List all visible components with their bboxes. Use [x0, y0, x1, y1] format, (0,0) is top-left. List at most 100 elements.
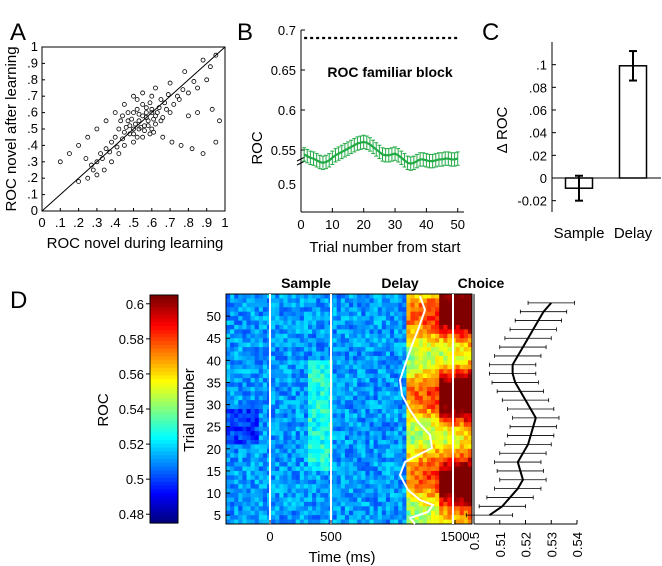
heatmap-cell [349, 404, 354, 410]
heatmap-cell [369, 453, 375, 459]
heatmap-cell [238, 324, 243, 330]
heatmap-cell [316, 378, 321, 383]
heatmap-cell [349, 422, 354, 428]
heatmap-cell [422, 333, 428, 339]
scatter-point [116, 126, 122, 132]
heatmap-cell [455, 457, 461, 463]
heatmap-cell [410, 382, 416, 388]
heatmap-cell [299, 439, 305, 445]
heatmap-cell [385, 426, 391, 432]
heatmap-cell [435, 466, 440, 472]
heatmap-cell [353, 400, 358, 406]
heatmap-cell [385, 382, 391, 388]
heatmap-cell [394, 413, 399, 419]
heatmap-cell [349, 488, 354, 494]
heatmap-cell [422, 386, 428, 392]
heatmap-cell [283, 413, 288, 419]
heatmap-cell [377, 294, 383, 299]
heatmap-cell [381, 400, 387, 406]
heatmap-cell [439, 338, 444, 344]
scatter-point [134, 97, 140, 102]
heatmap-cell [369, 409, 375, 414]
heatmap-cell [303, 369, 309, 375]
heatmap-cell [262, 307, 268, 313]
heatmap-cell [287, 302, 293, 308]
heatmap-cell [459, 470, 465, 476]
heatmap-cell [262, 369, 268, 375]
heatmap-cell [295, 515, 301, 521]
heatmap-cell [406, 470, 411, 476]
heatmap-cell [230, 422, 235, 428]
heatmap-cell [275, 404, 280, 410]
heatmap-cell [287, 448, 293, 454]
heatmap-cell [238, 519, 243, 525]
heatmap-cell [279, 448, 284, 454]
heatmap-cell [418, 355, 424, 361]
heatmap-cell [402, 311, 407, 317]
heatmap-cell [463, 422, 469, 428]
heatmap-cell [385, 515, 391, 521]
heatmap-cell [373, 355, 379, 361]
heatmap-cell [226, 519, 231, 525]
heatmap-cell [303, 422, 309, 428]
heatmap-cell [242, 373, 247, 379]
heatmap-cell [410, 298, 416, 304]
scatter-point [131, 131, 136, 137]
heatmap-cell [349, 453, 354, 459]
heatmap-cell [303, 333, 309, 339]
heatmap-cell [377, 519, 383, 525]
heatmap-cell [303, 395, 309, 401]
heatmap-cell [459, 355, 465, 361]
heatmap-cell [373, 462, 379, 467]
colorbar-segment [150, 416, 178, 421]
heatmap-cell [414, 320, 420, 326]
heatmap-cell [275, 373, 280, 379]
heatmap-cell [271, 347, 276, 352]
heatmap-cell [349, 386, 354, 392]
heatmap-cell [357, 302, 362, 308]
bar-delay [618, 65, 648, 179]
heatmap-cell [242, 351, 247, 357]
heatmap-cell [467, 431, 473, 437]
heatmap-cell [414, 515, 420, 521]
heatmap-cell [349, 360, 354, 366]
heatmap-cell [283, 426, 288, 432]
heatmap-cell [287, 307, 293, 313]
heatmap-cell [238, 311, 243, 317]
heatmap-cell [308, 515, 313, 521]
heatmap-cell [385, 462, 391, 467]
heatmap-cell [357, 373, 362, 379]
heatmap-cell [246, 413, 252, 419]
heatmap-cell [361, 497, 366, 503]
heatmap-cell [435, 506, 440, 512]
heatmap-cell [344, 439, 350, 445]
scatter-point [121, 102, 127, 107]
heatmap-cell [344, 373, 350, 379]
heatmap-cell [422, 439, 428, 445]
heatmap-cell [439, 373, 444, 379]
heatmap-cell [291, 448, 297, 454]
heatmap-cell [258, 302, 264, 308]
heatmap-cell [234, 479, 239, 485]
heatmap-cell [426, 351, 432, 357]
heatmap-cell [369, 448, 375, 454]
heatmap-cell [357, 462, 362, 467]
heatmap-cell [414, 333, 420, 339]
heatmap-cell [242, 400, 247, 406]
heatmap-cell [402, 404, 407, 410]
heatmap-cell [394, 453, 399, 459]
heatmap-cell [385, 395, 391, 401]
heatmap-cell [390, 479, 395, 485]
heatmap-cell [234, 316, 239, 322]
heatmap-cell [299, 431, 305, 437]
heatmap-cell [340, 439, 346, 445]
x-tick-label: 0 [297, 217, 304, 232]
heatmap-cell [361, 426, 366, 432]
colorbar-tick-label: 0.5 [126, 472, 144, 487]
heatmap-cell [390, 364, 395, 370]
heatmap-cell [254, 435, 260, 441]
heatmap-cell [459, 409, 465, 414]
heatmap-cell [418, 475, 424, 481]
heatmap-cell [250, 439, 256, 445]
heatmap-cell [369, 311, 375, 317]
